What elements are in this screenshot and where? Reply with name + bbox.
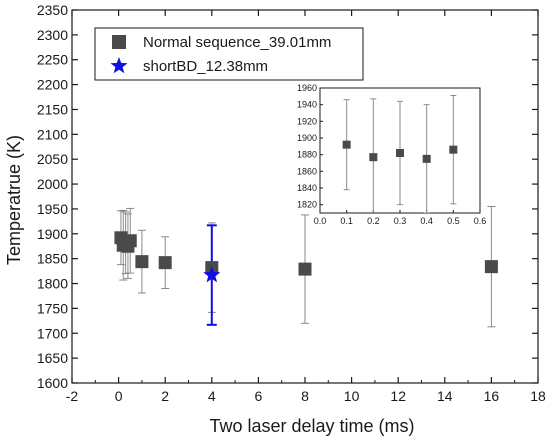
y-axis-title: Temperatrue (K) [4,135,24,265]
inset-y-tick-label: 1900 [297,133,317,143]
inset-y-tick-label: 1840 [297,183,317,193]
y-tick-label: 2100 [37,126,68,142]
y-tick-label: 2350 [37,2,68,18]
inset-square-marker [422,154,431,163]
inset-square-marker [369,153,378,162]
x-tick-label: 0 [115,388,123,404]
y-tick-label: 2300 [37,27,68,43]
x-tick-label: -2 [66,388,79,404]
star-marker [203,266,221,283]
inset-plot: 0.0 0.1 0.2 0.3 0.4 0.5 0.6 1820 1840 1860 1880 190… [297,83,486,226]
inset-data [342,95,458,213]
y-tick-label: 1700 [37,325,68,341]
square-marker [123,234,137,248]
y-tick-label: 1650 [37,350,68,366]
inset-square-marker [449,145,458,154]
inset-x-tick-label: 0.2 [367,216,380,226]
square-marker [135,255,149,269]
x-tick-label: 10 [344,388,360,404]
inset-y-tick-label: 1820 [297,200,317,210]
x-tick-label: 2 [161,388,169,404]
legend-star-marker [110,57,128,74]
y-tick-label: 1750 [37,300,68,316]
inset-y-tick-label: 1860 [297,166,317,176]
y-tick-label: 2200 [37,77,68,93]
y-tick-label: 2050 [37,151,68,167]
y-tick-label: 2250 [37,52,68,68]
y-tick-label: 1900 [37,226,68,242]
square-marker [484,260,498,274]
inset-y-tick-label: 1960 [297,83,317,93]
inset-x-tick-label: 0.3 [394,216,407,226]
y-tick-label: 1950 [37,201,68,217]
main-plot: -2 0 2 4 6 8 10 12 14 16 18 1600 1650 1700 1750 1800 185… [37,2,546,404]
x-tick-label: 14 [437,388,453,404]
y-tick-label: 2000 [37,176,68,192]
x-axis-title: Two laser delay time (ms) [209,416,414,436]
legend-box [94,27,364,81]
inset-x-tick-label: 0.1 [340,216,353,226]
x-tick-label: 8 [301,388,309,404]
x-tick-label: 4 [208,388,216,404]
x-tick-label: 18 [530,388,546,404]
inset-x-tick-label: 0.0 [314,216,327,226]
legend: Normal sequence_39.01mm shortBD_12.38mm [94,27,364,81]
inset-y-tick-label: 1920 [297,116,317,126]
inset-y-tick-label: 1940 [297,100,317,110]
x-tick-label: 12 [390,388,406,404]
legend-label: Normal sequence_39.01mm [143,34,331,51]
inset-square-marker [342,140,351,149]
y-tick-label: 1850 [37,251,68,267]
square-marker [158,256,172,270]
y-tick-label: 1800 [37,276,68,292]
legend-square-marker [112,35,126,49]
legend-label: shortBD_12.38mm [143,58,268,75]
y-tick-label: 2150 [37,101,68,117]
inset-x-tick-label: 0.6 [474,216,487,226]
inset-square-marker [396,149,404,157]
inset-x-tick-label: 0.4 [420,216,433,226]
y-tick-label: 1600 [37,375,68,391]
x-tick-label: 16 [484,388,500,404]
square-marker [298,262,312,276]
inset-x-tick-label: 0.5 [447,216,460,226]
inset-y-tick-label: 1880 [297,150,317,160]
x-tick-label: 6 [255,388,263,404]
